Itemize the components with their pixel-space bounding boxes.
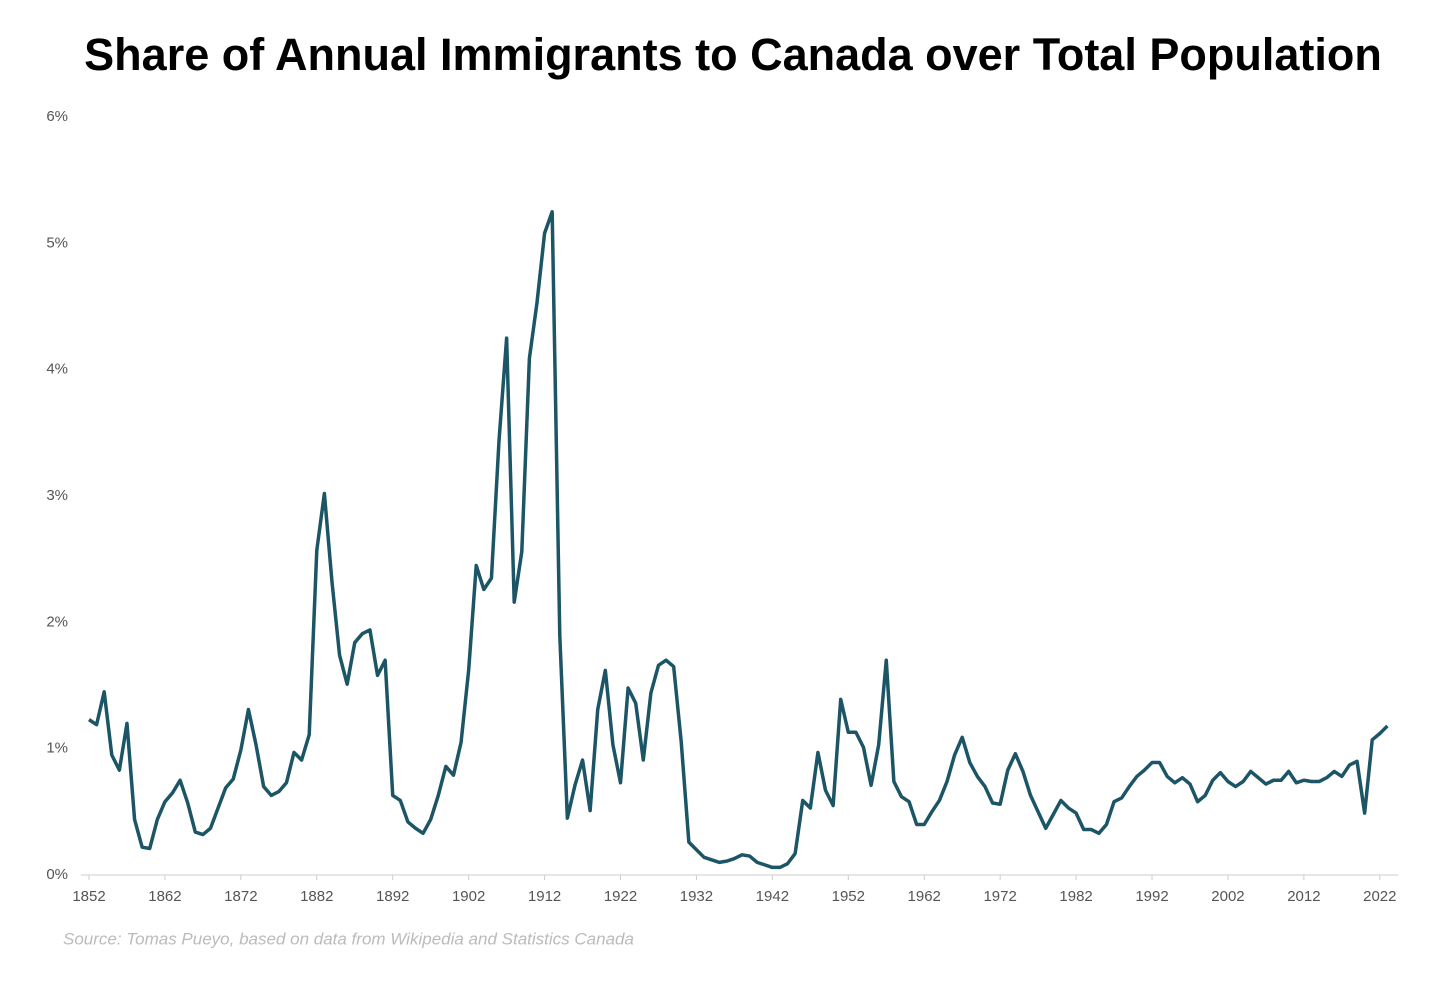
x-tick-label: 1912 <box>528 888 561 905</box>
x-tick-label: 2012 <box>1287 888 1320 905</box>
x-tick-label: 1892 <box>376 888 409 905</box>
y-tick-label: 6% <box>46 108 68 125</box>
x-tick-label: 1902 <box>452 888 485 905</box>
x-tick-label: 1982 <box>1059 888 1092 905</box>
x-tick-label: 2002 <box>1211 888 1244 905</box>
y-tick-label: 2% <box>46 613 68 630</box>
x-tick-label: 1862 <box>148 888 181 905</box>
x-tick-label: 1872 <box>224 888 257 905</box>
x-tick-label: 1882 <box>300 888 333 905</box>
line <box>88 210 1389 870</box>
x-tick-label: 1972 <box>983 888 1016 905</box>
x-tick-label: 1922 <box>604 888 637 905</box>
x-tick-label: 1962 <box>908 888 941 905</box>
y-tick-label: 1% <box>46 740 68 757</box>
y-tick-label: 0% <box>46 866 68 883</box>
x-tick-label: 1932 <box>680 888 713 905</box>
y-tick-label: 5% <box>46 234 68 251</box>
x-tick-label: 1852 <box>72 888 105 905</box>
y-tick-label: 4% <box>46 361 68 378</box>
y-tick-label: 3% <box>46 487 68 504</box>
x-tick-label: 1992 <box>1135 888 1168 905</box>
x-tick-label: 2022 <box>1363 888 1396 905</box>
chart-title: Share of Annual Immigrants to Canada ove… <box>84 29 1382 80</box>
x-tick-label: 1942 <box>756 888 789 905</box>
x-tick-label: 1952 <box>832 888 865 905</box>
source-note: Source: Tomas Pueyo, based on data from … <box>63 929 634 948</box>
